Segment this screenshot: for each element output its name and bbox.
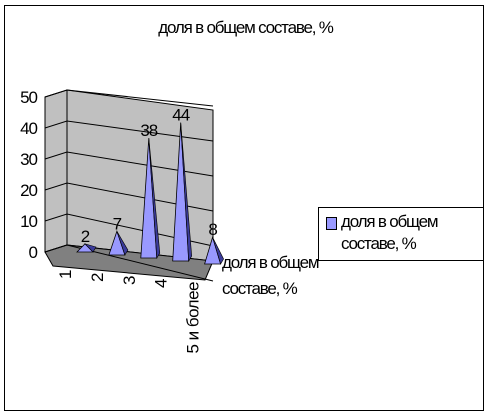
gridline xyxy=(44,120,214,142)
gridline xyxy=(44,244,214,282)
y-tick-label: 10 xyxy=(20,212,37,231)
gridline xyxy=(44,151,214,177)
gridline xyxy=(44,213,214,247)
x-tick-label: 1 xyxy=(56,270,75,279)
depth-axis-label: доля в общем составе, % xyxy=(222,253,320,298)
x-tick-label: 3 xyxy=(120,276,139,285)
x-tick-label: 2 xyxy=(88,273,107,282)
bar-shade xyxy=(116,231,129,256)
data-label: 44 xyxy=(172,106,189,125)
y-tick-label: 40 xyxy=(20,119,37,138)
legend-label: доля в общем составе, % xyxy=(341,212,439,253)
gridline xyxy=(44,182,214,212)
chart-title: доля в общем составе, % xyxy=(158,18,334,37)
data-label: 2 xyxy=(81,227,90,246)
gridline xyxy=(44,89,214,107)
chart-gridlines xyxy=(44,89,214,282)
bar-shade xyxy=(212,237,224,265)
y-tick-label: 30 xyxy=(20,150,37,169)
legend-swatch xyxy=(326,217,337,230)
side-wall xyxy=(44,89,68,253)
y-tick-label: 20 xyxy=(20,181,37,200)
y-tick-label: 0 xyxy=(29,243,38,262)
chart-bars xyxy=(76,122,224,265)
x-axis-ticks: 1 2 3 4 5 и более xyxy=(56,270,203,354)
chart-legend: доля в общем составе, % xyxy=(318,207,484,261)
data-label: 38 xyxy=(140,121,157,140)
bar-shade xyxy=(148,138,161,259)
data-label: 8 xyxy=(208,220,217,239)
x-tick-label: 5 и более xyxy=(184,282,203,354)
x-tick-label: 4 xyxy=(152,279,171,288)
data-label: 7 xyxy=(113,214,122,233)
bar-shade xyxy=(83,243,97,253)
y-tick-label: 50 xyxy=(20,88,37,107)
data-labels: 2 7 38 44 8 xyxy=(81,106,219,246)
y-axis-ticks: 0 10 20 30 40 50 xyxy=(20,88,38,262)
bar-shade xyxy=(180,122,193,262)
